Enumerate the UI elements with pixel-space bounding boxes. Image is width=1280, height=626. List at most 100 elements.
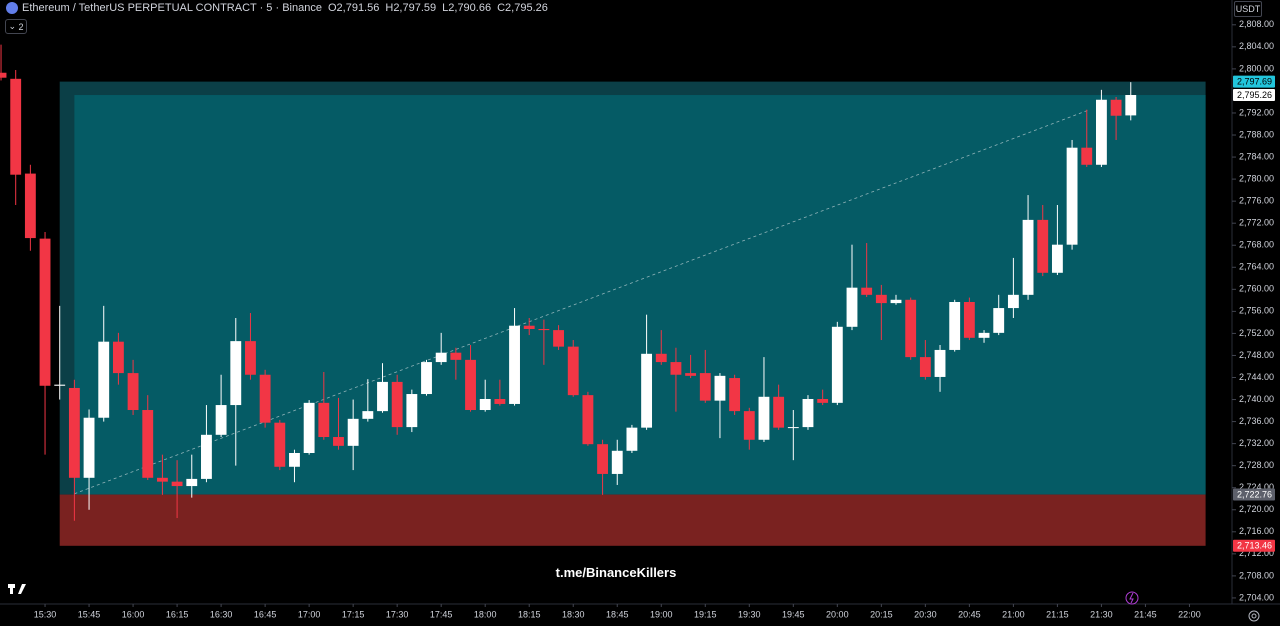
price-label: 2,795.26 bbox=[1237, 90, 1272, 100]
candle-body bbox=[112, 341, 124, 374]
x-tick-label: 17:15 bbox=[342, 609, 365, 619]
price-label-box bbox=[1233, 488, 1275, 501]
candle-body bbox=[333, 437, 344, 446]
candle-body bbox=[773, 396, 785, 428]
y-tick-label: 2,704.00 bbox=[1239, 592, 1274, 602]
x-tick-label: 21:45 bbox=[1134, 609, 1157, 619]
x-tick-label: 22:00 bbox=[1178, 609, 1201, 619]
candle-body bbox=[919, 357, 931, 377]
y-tick-label: 2,756.00 bbox=[1239, 306, 1274, 316]
candle-body bbox=[245, 341, 256, 375]
candle-body bbox=[215, 405, 227, 435]
price-label-box bbox=[1233, 89, 1275, 102]
quote-key: C bbox=[497, 2, 506, 14]
candle-body bbox=[670, 362, 682, 375]
x-tick-label: 21:30 bbox=[1090, 609, 1113, 619]
candle-body bbox=[641, 353, 653, 428]
quote-key: H bbox=[385, 2, 394, 14]
x-tick-label: 17:30 bbox=[386, 609, 409, 619]
y-tick-label: 2,788.00 bbox=[1239, 129, 1274, 139]
candle-body bbox=[465, 359, 476, 411]
candle-body bbox=[567, 346, 579, 396]
candle-body bbox=[127, 373, 139, 411]
candle-body bbox=[230, 341, 242, 406]
candle-body bbox=[831, 326, 843, 403]
y-tick-label: 2,780.00 bbox=[1239, 173, 1274, 183]
candle-body bbox=[259, 374, 271, 423]
watermark: t.me/BinanceKillers bbox=[555, 565, 677, 580]
candle-body bbox=[890, 299, 902, 304]
candle-body bbox=[714, 375, 726, 401]
candle-body bbox=[1066, 147, 1078, 245]
candle-body bbox=[875, 294, 887, 304]
candle-body bbox=[494, 398, 506, 404]
candle-body bbox=[611, 450, 623, 474]
quote-value: 2,797.59 bbox=[393, 2, 437, 14]
candle-body bbox=[289, 453, 300, 467]
x-tick-label: 15:30 bbox=[34, 609, 57, 619]
settings-button[interactable] bbox=[1248, 610, 1260, 622]
candle-body bbox=[421, 362, 432, 395]
candle-body bbox=[861, 287, 873, 295]
y-tick-label: 2,804.00 bbox=[1239, 41, 1274, 51]
y-tick-label: 2,708.00 bbox=[1239, 570, 1274, 580]
candle-body bbox=[1007, 294, 1019, 309]
currency-select[interactable]: USDT bbox=[1234, 1, 1262, 17]
x-tick-label: 18:45 bbox=[606, 609, 629, 619]
candle-body bbox=[0, 72, 7, 78]
y-tick-label: 2,776.00 bbox=[1239, 196, 1274, 206]
header: Ethereum / TetherUS PERPETUAL CONTRACT ·… bbox=[6, 2, 548, 14]
y-tick-label: 2,760.00 bbox=[1239, 284, 1274, 294]
plot-area bbox=[0, 44, 1206, 546]
candle-body bbox=[846, 287, 858, 327]
x-tick-label: 18:00 bbox=[474, 609, 497, 619]
y-tick-label: 2,744.00 bbox=[1239, 372, 1274, 382]
candle-body bbox=[685, 373, 697, 376]
y-tick-label: 2,712.00 bbox=[1239, 548, 1274, 558]
y-tick-label: 2,800.00 bbox=[1239, 63, 1274, 73]
x-tick-label: 19:15 bbox=[694, 609, 717, 619]
candle-body bbox=[450, 352, 462, 360]
x-tick-label: 16:30 bbox=[210, 609, 233, 619]
candle-body bbox=[509, 325, 520, 404]
candle-body bbox=[523, 325, 535, 330]
candle-body bbox=[758, 396, 770, 440]
candle-body bbox=[362, 411, 374, 419]
x-tick-label: 17:45 bbox=[430, 609, 453, 619]
y-tick-label: 2,720.00 bbox=[1239, 504, 1274, 514]
currency: USDT bbox=[1235, 4, 1261, 14]
indicator-count: 2 bbox=[18, 21, 24, 32]
y-tick-label: 2,752.00 bbox=[1239, 328, 1274, 338]
y-tick-label: 2,772.00 bbox=[1239, 218, 1274, 228]
candle-body bbox=[10, 78, 22, 175]
candle-body bbox=[1095, 99, 1107, 165]
candle-body bbox=[479, 398, 491, 411]
candle-body bbox=[787, 427, 799, 429]
candle-body bbox=[303, 402, 315, 453]
x-tick-label: 20:45 bbox=[958, 609, 981, 619]
candle-body bbox=[993, 308, 1005, 333]
candle-body bbox=[553, 330, 564, 347]
quote-key: O bbox=[327, 2, 337, 14]
y-tick-label: 2,728.00 bbox=[1239, 460, 1274, 470]
candle-body bbox=[377, 381, 388, 412]
y-tick-label: 2,724.00 bbox=[1239, 482, 1274, 492]
y-tick-label: 2,736.00 bbox=[1239, 416, 1274, 426]
symbol[interactable]: Ethereum / TetherUS PERPETUAL CONTRACT ·… bbox=[22, 2, 322, 14]
quote-key: L bbox=[442, 2, 449, 14]
indicators-toggle[interactable]: ⌄ 2 bbox=[5, 19, 27, 34]
candle-body bbox=[934, 349, 946, 377]
candle-body bbox=[1081, 147, 1093, 165]
candle-body bbox=[171, 481, 183, 487]
x-tick-label: 18:30 bbox=[562, 609, 585, 619]
zone bbox=[59, 494, 1206, 546]
lightning-button[interactable] bbox=[1125, 591, 1139, 605]
trend-line bbox=[74, 109, 1090, 495]
y-tick-label: 2,740.00 bbox=[1239, 394, 1274, 404]
candle-body bbox=[347, 418, 359, 446]
x-tick-label: 17:00 bbox=[298, 609, 321, 619]
candle-body bbox=[274, 422, 286, 467]
candle-body bbox=[142, 410, 154, 478]
